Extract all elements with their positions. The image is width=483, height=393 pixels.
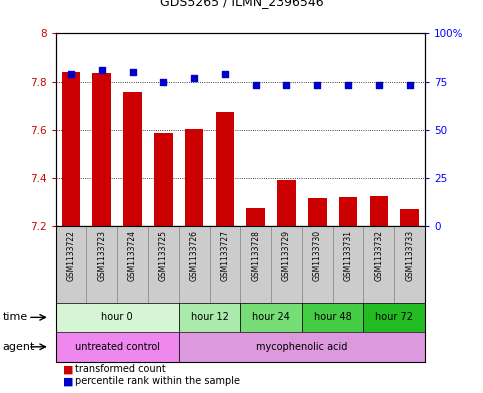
Text: GSM1133728: GSM1133728 bbox=[251, 230, 260, 281]
Bar bbox=[271, 226, 302, 303]
Point bbox=[283, 82, 290, 88]
Point bbox=[159, 78, 167, 84]
Point bbox=[252, 82, 259, 88]
Text: mycophenolic acid: mycophenolic acid bbox=[256, 342, 348, 352]
Bar bbox=[148, 226, 179, 303]
Point bbox=[221, 71, 229, 77]
Text: GSM1133731: GSM1133731 bbox=[343, 230, 353, 281]
Bar bbox=[302, 303, 364, 332]
Text: ■: ■ bbox=[63, 376, 73, 386]
Text: time: time bbox=[2, 312, 28, 322]
Text: GSM1133733: GSM1133733 bbox=[405, 230, 414, 281]
Bar bbox=[56, 303, 179, 332]
Bar bbox=[179, 226, 210, 303]
Text: hour 24: hour 24 bbox=[252, 312, 290, 322]
Text: GSM1133727: GSM1133727 bbox=[220, 230, 229, 281]
Bar bbox=[240, 303, 302, 332]
Text: hour 0: hour 0 bbox=[101, 312, 133, 322]
Bar bbox=[400, 209, 419, 226]
Bar bbox=[240, 226, 271, 303]
Bar bbox=[364, 303, 425, 332]
Text: hour 12: hour 12 bbox=[191, 312, 228, 322]
Point bbox=[375, 82, 383, 88]
Bar bbox=[215, 112, 234, 226]
Text: transformed count: transformed count bbox=[75, 364, 166, 374]
Bar bbox=[56, 332, 179, 362]
Bar bbox=[246, 208, 265, 226]
Bar bbox=[369, 196, 388, 226]
Bar bbox=[56, 226, 86, 303]
Point bbox=[406, 82, 413, 88]
Text: GSM1133722: GSM1133722 bbox=[67, 230, 75, 281]
Text: percentile rank within the sample: percentile rank within the sample bbox=[75, 376, 240, 386]
Point bbox=[190, 75, 198, 81]
Bar bbox=[333, 226, 364, 303]
Text: ■: ■ bbox=[63, 364, 73, 374]
Bar bbox=[154, 133, 172, 226]
Bar bbox=[339, 196, 357, 226]
Bar bbox=[277, 180, 296, 226]
Bar bbox=[179, 332, 425, 362]
Text: GDS5265 / ILMN_2396546: GDS5265 / ILMN_2396546 bbox=[160, 0, 323, 8]
Text: GSM1133724: GSM1133724 bbox=[128, 230, 137, 281]
Bar bbox=[123, 92, 142, 226]
Bar bbox=[86, 226, 117, 303]
Bar bbox=[185, 129, 203, 226]
Bar bbox=[364, 226, 394, 303]
Bar bbox=[117, 226, 148, 303]
Text: hour 48: hour 48 bbox=[314, 312, 352, 322]
Bar bbox=[179, 303, 240, 332]
Bar bbox=[62, 72, 80, 226]
Point bbox=[98, 67, 106, 73]
Text: GSM1133730: GSM1133730 bbox=[313, 230, 322, 281]
Point bbox=[344, 82, 352, 88]
Point bbox=[67, 71, 75, 77]
Bar bbox=[210, 226, 240, 303]
Text: GSM1133726: GSM1133726 bbox=[190, 230, 199, 281]
Bar bbox=[394, 226, 425, 303]
Bar bbox=[92, 73, 111, 226]
Text: untreated control: untreated control bbox=[75, 342, 159, 352]
Point bbox=[313, 82, 321, 88]
Text: agent: agent bbox=[2, 342, 35, 352]
Bar bbox=[302, 226, 333, 303]
Text: GSM1133725: GSM1133725 bbox=[159, 230, 168, 281]
Text: GSM1133723: GSM1133723 bbox=[97, 230, 106, 281]
Text: hour 72: hour 72 bbox=[375, 312, 413, 322]
Text: GSM1133732: GSM1133732 bbox=[374, 230, 384, 281]
Text: GSM1133729: GSM1133729 bbox=[282, 230, 291, 281]
Bar bbox=[308, 198, 327, 226]
Point bbox=[128, 69, 136, 75]
